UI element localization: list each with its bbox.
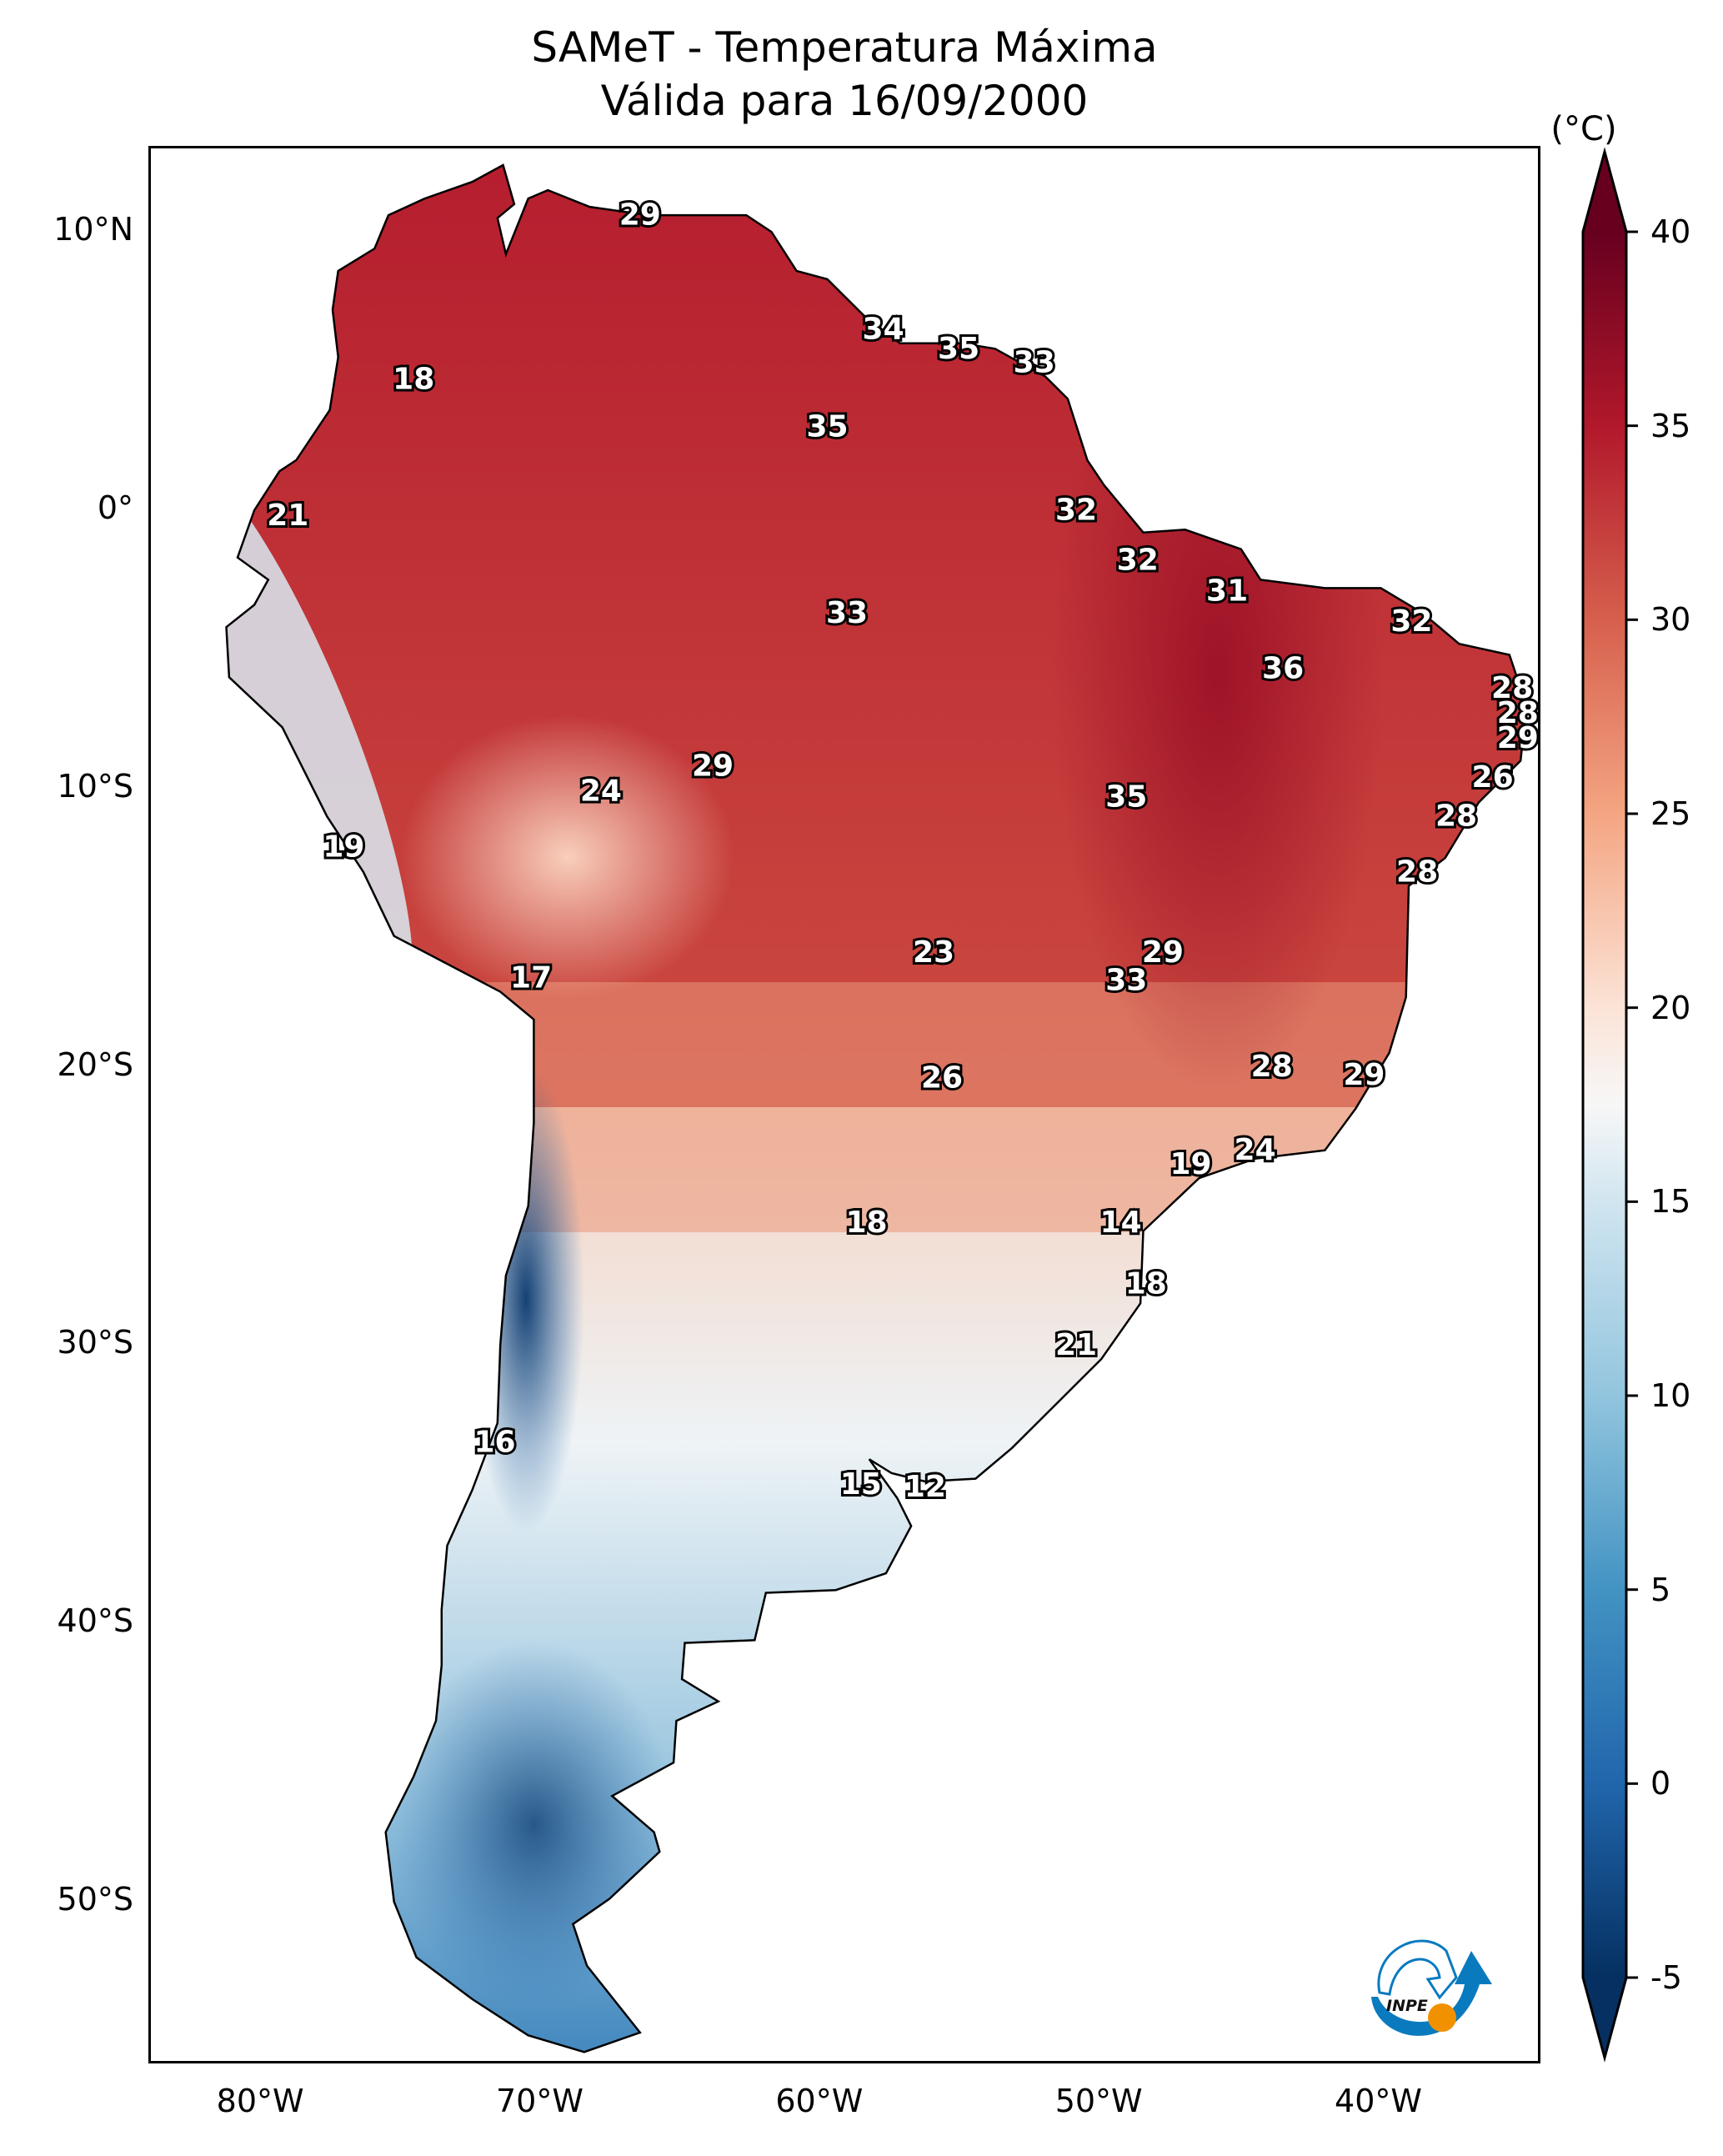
latitude-tick-label: 30°S — [57, 1324, 133, 1361]
logo-curved-arrow-icon — [1377, 1939, 1458, 2000]
station-value-label: 26 — [1472, 760, 1514, 795]
cooler-amazon-south — [401, 715, 734, 999]
station-value-label: 26 — [921, 1060, 963, 1095]
station-value-label: 21 — [1055, 1328, 1097, 1362]
latitude-tick-label: 10°S — [57, 767, 133, 805]
station-value-label: 12 — [904, 1470, 946, 1504]
station-value-label: 36 — [1262, 652, 1304, 686]
station-value-label: 28 — [1396, 855, 1438, 889]
station-value-label: 29 — [619, 198, 661, 233]
station-value-label: 31 — [1206, 574, 1248, 608]
andes-cold-core — [468, 1065, 584, 1532]
station-value-label: 33 — [1014, 346, 1055, 380]
station-value-label: 29 — [692, 750, 734, 784]
station-value-label: 35 — [1105, 780, 1147, 814]
station-value-label: 33 — [1105, 964, 1147, 998]
map-panel: 29 18 34 35 33 35 21 32 32 31 33 32 36 28 28 29 29 26 24 35… — [148, 146, 1540, 2063]
colorbar-gradient — [1581, 147, 1628, 2063]
coastline — [225, 163, 1528, 2053]
chart-subtitle: Válida para 16/09/2000 — [600, 77, 1089, 125]
colorbar-tick-label: -5 — [1650, 1959, 1682, 1996]
station-value-label: 28 — [1491, 671, 1533, 705]
patagonia-cold-core — [393, 1641, 676, 2008]
station-value-label: 28 — [1497, 696, 1539, 730]
colorbar-tick-label: 30 — [1650, 601, 1691, 639]
station-value-label: 19 — [1170, 1147, 1211, 1181]
colorbar-unit-label: (°C) — [1550, 110, 1617, 148]
station-value-label: 18 — [1125, 1267, 1167, 1301]
station-value-label: 32 — [1055, 494, 1097, 528]
latitude-tick-label: 10°N — [53, 211, 133, 248]
cool-region — [226, 1107, 1526, 2053]
station-value-label: 28 — [1435, 800, 1477, 834]
longitude-tick-label: 50°W — [1054, 2083, 1143, 2119]
station-value-label: 29 — [1343, 1058, 1385, 1092]
latitude-tick-label: 40°S — [57, 1602, 133, 1640]
station-value-label: 18 — [393, 363, 434, 397]
colorbar-ticks — [1626, 230, 1638, 1979]
station-value-label: 32 — [1117, 544, 1159, 578]
colorbar-tick-label: 35 — [1650, 407, 1691, 444]
station-value-label: 34 — [863, 313, 904, 347]
station-value-label: 18 — [845, 1206, 887, 1240]
colorbar-tick-label: 10 — [1650, 1377, 1691, 1414]
station-value-label: 35 — [938, 332, 979, 366]
station-value-label: 19 — [323, 830, 364, 864]
logo-text: INPE — [1386, 1997, 1428, 2015]
station-value-label: 15 — [840, 1467, 882, 1502]
station-value-label: 33 — [826, 596, 868, 630]
station-value-label: 24 — [1235, 1133, 1276, 1167]
logo-swoosh-arrow-icon — [1371, 1951, 1492, 2036]
hot-core-northeast — [1051, 257, 1385, 1091]
transition-band — [226, 982, 1526, 1232]
longitude-tick-label: 70°W — [496, 2083, 584, 2119]
latitude-tick-label: 20°S — [57, 1045, 133, 1083]
longitude-tick-label: 60°W — [775, 2083, 864, 2119]
station-value-label: 23 — [913, 935, 954, 970]
station-value-label: 17 — [510, 960, 552, 995]
colorbar-tick-label: 20 — [1650, 989, 1691, 1026]
colorbar — [1581, 147, 1638, 2063]
logo-sun-icon — [1428, 2003, 1456, 2032]
station-value-label: 24 — [580, 775, 622, 809]
colorbar-tick-label: 25 — [1650, 795, 1691, 832]
latitude-tick-label: 0° — [97, 489, 133, 526]
latitude-tick-label: 50°S — [57, 1881, 133, 1918]
station-value-label: 16 — [473, 1426, 515, 1460]
station-value-label: 14 — [1100, 1206, 1142, 1240]
station-value-label: 29 — [1142, 935, 1184, 970]
colorbar-tick-label: 0 — [1650, 1765, 1671, 1803]
station-value-label: 35 — [806, 409, 848, 444]
chart-title: SAMeT - Temperatura Máxima — [531, 23, 1158, 72]
colorbar-tick-label: 5 — [1650, 1571, 1671, 1608]
longitude-tick-label: 80°W — [216, 2083, 304, 2119]
station-value-label: 28 — [1251, 1050, 1293, 1084]
station-value-label: 32 — [1390, 604, 1432, 639]
colorbar-tick-label: 40 — [1650, 213, 1691, 250]
station-value-label: 29 — [1497, 721, 1539, 755]
inpe-logo: INPE — [1371, 1939, 1492, 2036]
longitude-tick-label: 40°W — [1335, 2083, 1422, 2119]
colorbar-tick-label: 15 — [1650, 1183, 1691, 1221]
station-value-label: 21 — [267, 499, 308, 533]
